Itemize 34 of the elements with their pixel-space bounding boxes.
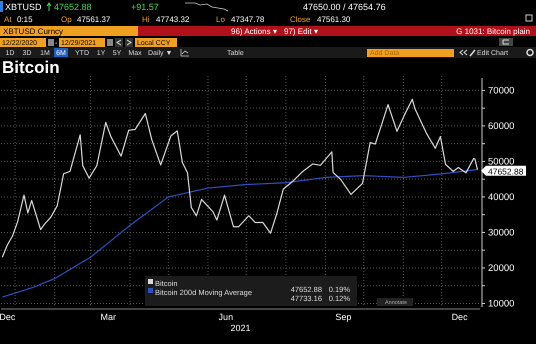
- text: 47347.78: [231, 15, 265, 24]
- text: 97) Edit ▾: [284, 27, 318, 36]
- chart-title: Bitcoin: [2, 58, 60, 77]
- text: 47650.00 / 47654.76: [303, 2, 386, 12]
- text: At: [4, 15, 12, 24]
- text: Lo: [216, 15, 226, 24]
- annotation: 47652.88: [488, 166, 524, 176]
- x-tick-label: Mar: [100, 312, 116, 322]
- y-tick-label: 30000: [488, 227, 514, 238]
- text: XBTUSD Curncy: [3, 27, 64, 36]
- text: 47561.30: [317, 15, 351, 24]
- x-tick-label: Dec: [452, 312, 468, 322]
- y-tick-label: 20000: [488, 262, 514, 274]
- text: 0:15: [17, 15, 34, 24]
- y-tick-label: 40000: [488, 192, 514, 203]
- line-series: [2, 98, 478, 258]
- text: +91.57: [131, 2, 159, 12]
- text: G 1031: Bitcoin plain: [456, 27, 530, 36]
- text: Hi: [142, 15, 150, 24]
- x-tick-label: Sep: [335, 312, 352, 322]
- text: 47561.37: [77, 15, 111, 24]
- text: XBTUSD: [5, 2, 42, 12]
- x-tick-label: Jun: [218, 312, 234, 322]
- x-tick-label: Dec: [0, 312, 16, 322]
- y-tick-label: 10000: [488, 298, 514, 310]
- y-tick-label: 60000: [488, 120, 514, 132]
- text: 47652.88: [54, 2, 92, 12]
- y-tick-label: 50000: [488, 156, 514, 168]
- text: Op: [61, 15, 72, 24]
- text: 47743.32: [156, 15, 190, 24]
- x-axis-title: 2021: [230, 323, 251, 333]
- text: Close: [290, 15, 312, 24]
- y-tick-label: 70000: [488, 85, 514, 96]
- text: 96) Actions ▾: [231, 27, 277, 36]
